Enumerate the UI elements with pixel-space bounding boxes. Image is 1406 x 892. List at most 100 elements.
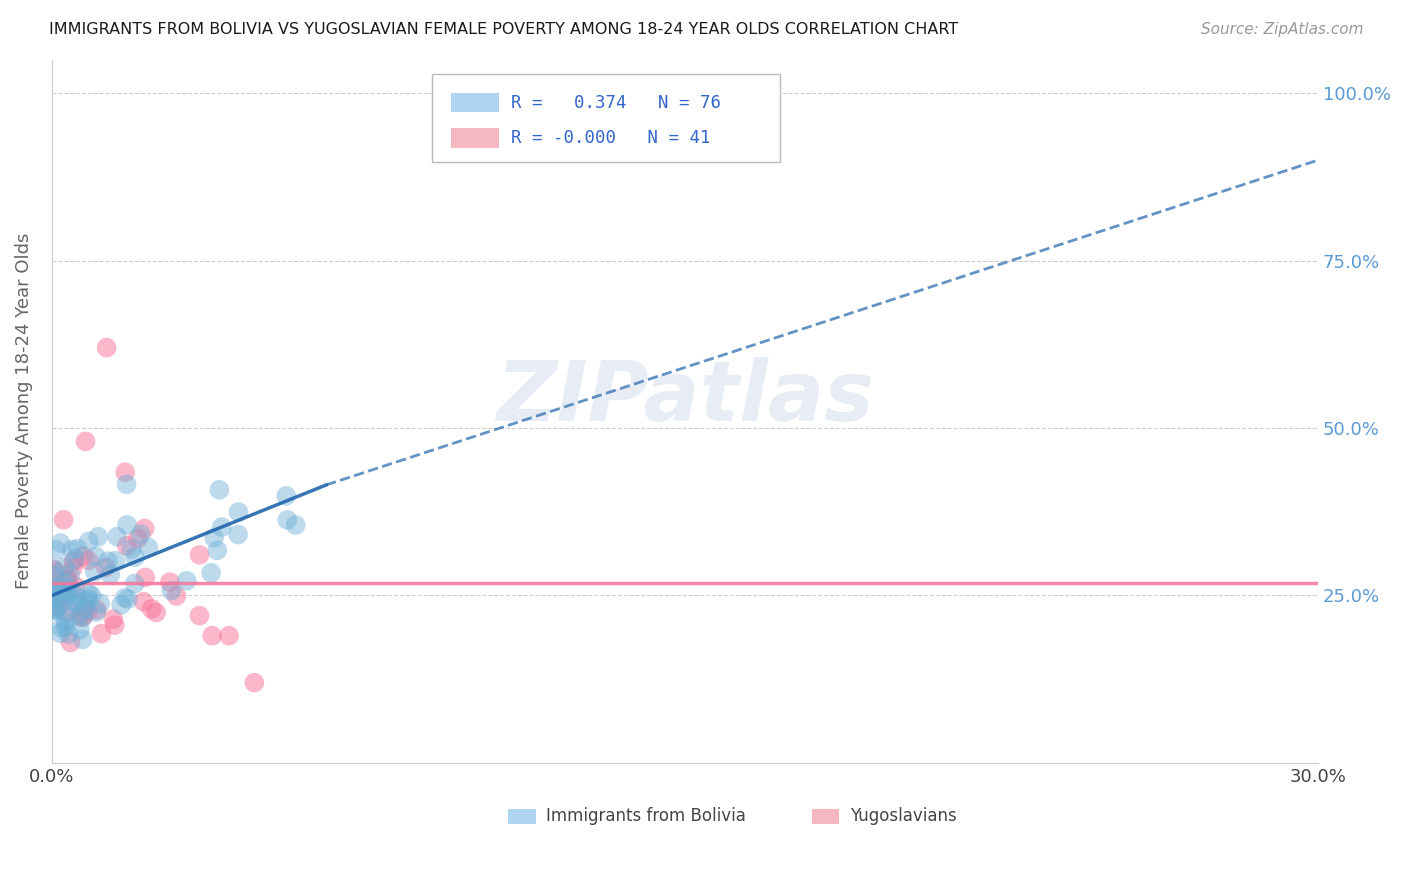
Point <box>129 527 152 541</box>
Point <box>114 465 136 479</box>
Point <box>89 596 111 610</box>
Point <box>72 600 94 615</box>
Text: IMMIGRANTS FROM BOLIVIA VS YUGOSLAVIAN FEMALE POVERTY AMONG 18-24 YEAR OLDS CORR: IMMIGRANTS FROM BOLIVIA VS YUGOSLAVIAN F… <box>49 22 959 37</box>
Point <box>66 596 89 610</box>
Point <box>51 581 73 595</box>
Point <box>200 566 222 580</box>
Point <box>110 598 132 612</box>
Point <box>60 584 83 599</box>
Point <box>201 629 224 643</box>
Point <box>138 541 160 555</box>
Point <box>96 341 118 355</box>
Point <box>165 589 187 603</box>
Point <box>134 522 156 536</box>
Point <box>202 531 225 545</box>
Point <box>65 551 87 566</box>
Point <box>51 597 73 611</box>
Point <box>120 541 142 556</box>
Point <box>276 489 298 503</box>
Point <box>75 434 97 449</box>
Point <box>75 602 97 616</box>
Point <box>228 505 250 519</box>
Point <box>44 603 66 617</box>
Point <box>56 582 79 596</box>
Point <box>52 513 75 527</box>
Point <box>90 626 112 640</box>
Point <box>65 579 87 593</box>
Point <box>75 594 97 608</box>
Text: Yugoslavians: Yugoslavians <box>849 806 956 825</box>
Point <box>55 615 77 629</box>
Bar <box>451 93 499 112</box>
Point <box>65 590 87 604</box>
Point <box>69 609 91 624</box>
Point <box>52 589 75 603</box>
Point <box>72 609 94 624</box>
Point <box>56 587 79 601</box>
Point <box>104 618 127 632</box>
Bar <box>508 809 536 824</box>
Point <box>66 541 89 556</box>
Point <box>104 554 127 568</box>
Bar <box>451 128 499 147</box>
Point <box>44 581 66 595</box>
Point <box>87 530 110 544</box>
Point <box>115 477 138 491</box>
Point <box>211 520 233 534</box>
Text: ZIPatlas: ZIPatlas <box>496 357 875 438</box>
Point <box>145 606 167 620</box>
Point <box>45 542 67 557</box>
Point <box>58 627 80 641</box>
Point <box>48 584 70 599</box>
Point <box>284 518 307 533</box>
Point <box>226 527 249 541</box>
Text: Immigrants from Bolivia: Immigrants from Bolivia <box>546 806 745 825</box>
Point <box>49 536 72 550</box>
Point <box>42 591 65 605</box>
Point <box>218 629 240 643</box>
Text: R = -0.000   N = 41: R = -0.000 N = 41 <box>512 128 711 146</box>
Point <box>42 562 65 576</box>
Point <box>63 596 86 610</box>
Point <box>159 575 181 590</box>
Point <box>56 608 79 623</box>
Point <box>77 553 100 567</box>
Point <box>49 621 72 635</box>
FancyBboxPatch shape <box>432 74 780 161</box>
Point <box>188 608 211 623</box>
Point <box>86 602 108 616</box>
Point <box>76 605 98 619</box>
Point <box>188 548 211 562</box>
Point <box>103 612 125 626</box>
Point <box>56 589 79 603</box>
Point <box>124 576 146 591</box>
Point <box>69 623 91 637</box>
Point <box>59 567 82 582</box>
Point <box>69 607 91 621</box>
Point <box>56 572 79 586</box>
Point <box>72 632 94 647</box>
Point <box>243 675 266 690</box>
Point <box>114 591 136 605</box>
Point <box>42 599 65 613</box>
Point <box>80 589 103 603</box>
Point <box>59 635 82 649</box>
Point <box>44 602 66 616</box>
Text: R =   0.374   N = 76: R = 0.374 N = 76 <box>512 94 721 112</box>
Point <box>42 603 65 617</box>
Point <box>45 582 67 597</box>
Point <box>84 549 107 564</box>
Text: Source: ZipAtlas.com: Source: ZipAtlas.com <box>1201 22 1364 37</box>
Point <box>98 567 121 582</box>
Point <box>160 583 183 598</box>
Point <box>56 573 79 587</box>
Point <box>55 620 77 634</box>
Point <box>77 586 100 600</box>
Point <box>276 513 298 527</box>
Point <box>83 565 105 579</box>
Point <box>117 592 139 607</box>
Bar <box>811 809 839 824</box>
Point <box>49 626 72 640</box>
Point <box>207 543 229 558</box>
Point <box>56 604 79 618</box>
